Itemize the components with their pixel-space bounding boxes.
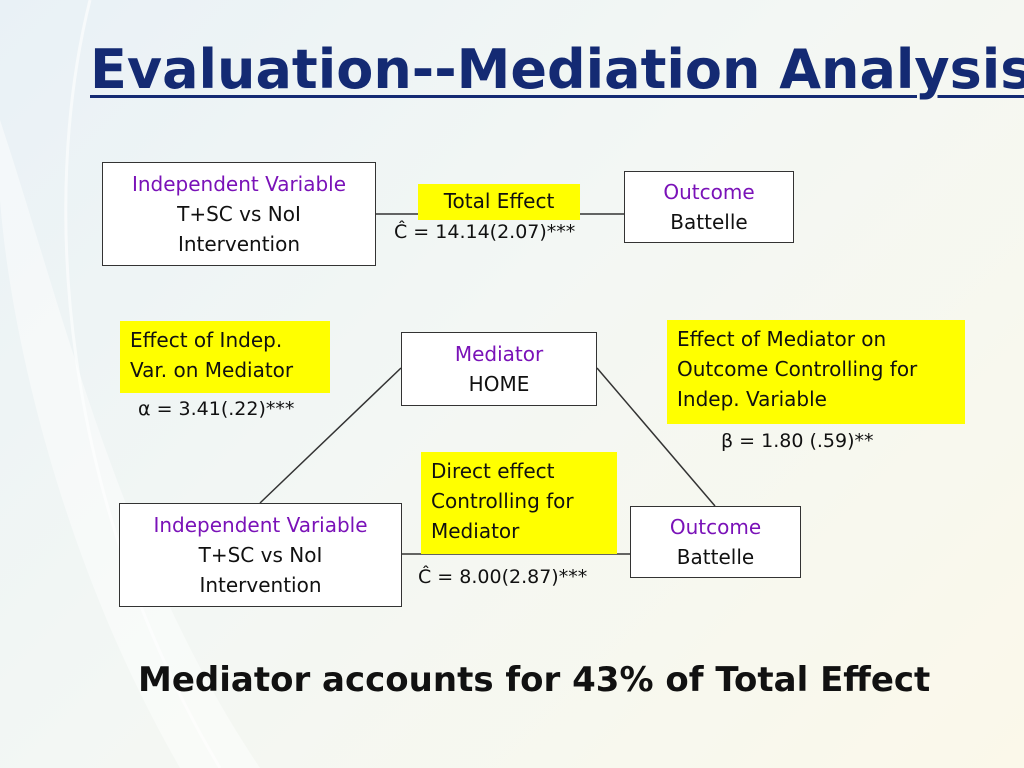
a-path-line (259, 367, 402, 504)
direct-effect-stat: Ĉ = 8.00(2.87)*** (418, 566, 588, 588)
direct-effect-label-line: Controlling for (431, 489, 574, 513)
total-effect-label: Total Effect (418, 184, 580, 220)
top-independent-variable-box: Independent Variable T+SC vs NoI Interve… (102, 162, 376, 266)
box-heading: Mediator (454, 342, 544, 366)
a-path-label-line: Var. on Mediator (130, 358, 294, 382)
box-line: Battelle (670, 210, 748, 234)
box-line: Intervention (177, 232, 301, 256)
box-line: Intervention (199, 573, 322, 597)
b-path-label-line: Outcome Controlling for (677, 357, 918, 381)
mediator-box: Mediator HOME (401, 332, 597, 406)
box-heading: Outcome (663, 180, 755, 204)
b-path-label-line: Effect of Mediator on (677, 327, 887, 351)
b-path-label-line: Indep. Variable (677, 387, 827, 411)
mediation-outcome-box: Outcome Battelle (630, 506, 801, 578)
b-path-line (596, 367, 716, 507)
a-path-stat: α = 3.41(.22)*** (138, 398, 295, 420)
b-path-label: Effect of Mediator on Outcome Controllin… (667, 320, 965, 424)
a-path-label: Effect of Indep. Var. on Mediator (120, 321, 330, 393)
box-heading: Independent Variable (153, 513, 368, 537)
summary-statement: Mediator accounts for 43% of Total Effec… (138, 660, 931, 700)
direct-effect-label-line: Direct effect (431, 459, 555, 483)
box-line: T+SC vs NoI (198, 543, 323, 567)
mediation-independent-variable-box: Independent Variable T+SC vs NoI Interve… (119, 503, 402, 607)
total-effect-text: Total Effect (443, 189, 555, 213)
slide-title: Evaluation--Mediation Analysis (90, 38, 1024, 101)
box-line: HOME (468, 372, 530, 396)
total-effect-stat: Ĉ = 14.14(2.07)*** (394, 221, 576, 243)
box-line: T+SC vs NoI (177, 202, 301, 226)
direct-effect-label-line: Mediator (431, 519, 520, 543)
box-line: Battelle (676, 545, 755, 569)
a-path-label-line: Effect of Indep. (130, 328, 283, 352)
box-heading: Outcome (669, 515, 762, 539)
box-heading: Independent Variable (131, 172, 347, 196)
b-path-stat: β = 1.80 (.59)** (721, 430, 874, 452)
direct-effect-label: Direct effect Controlling for Mediator (421, 452, 617, 554)
top-outcome-box: Outcome Battelle (624, 171, 794, 243)
